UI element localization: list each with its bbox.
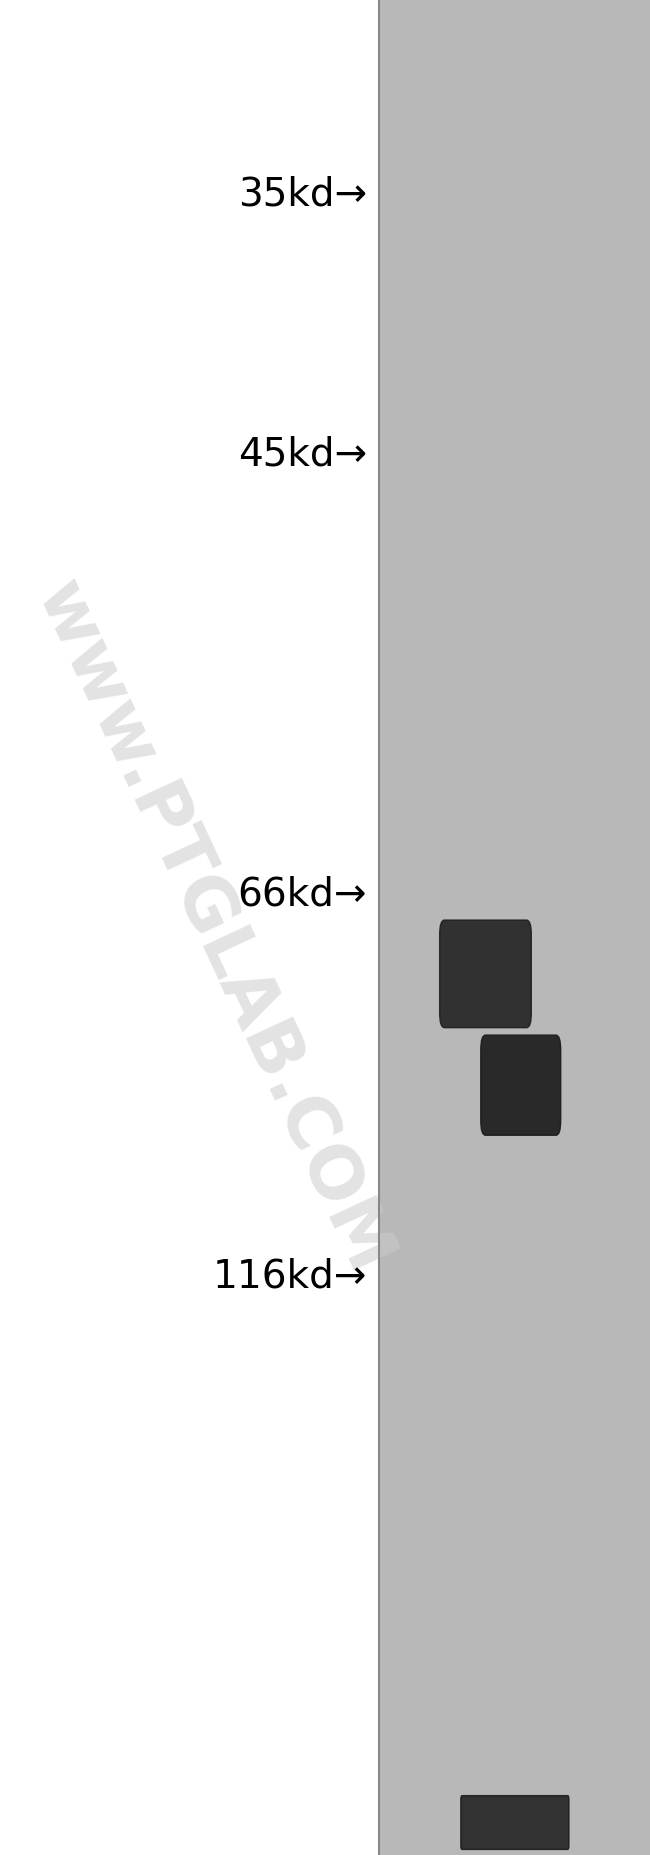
- Text: 45kd→: 45kd→: [238, 436, 367, 473]
- Text: 116kd→: 116kd→: [213, 1258, 367, 1295]
- Text: 66kd→: 66kd→: [237, 876, 367, 913]
- FancyBboxPatch shape: [439, 920, 531, 1028]
- FancyBboxPatch shape: [461, 1796, 569, 1849]
- Text: www.PTGLAB.COM: www.PTGLAB.COM: [21, 571, 403, 1284]
- Bar: [378, 0, 650, 1855]
- Text: 35kd→: 35kd→: [238, 176, 367, 213]
- FancyBboxPatch shape: [481, 1035, 561, 1135]
